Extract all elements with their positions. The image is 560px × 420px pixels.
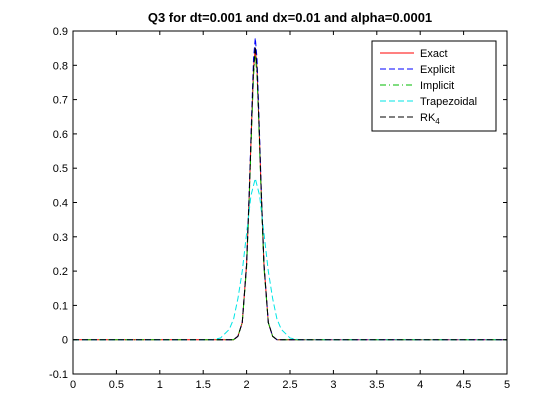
legend-label-trapezoidal: Trapezoidal bbox=[420, 96, 477, 108]
y-tick-label: 0.2 bbox=[53, 266, 68, 278]
x-tick-label: 0.5 bbox=[109, 379, 124, 391]
x-tick-label: 1.5 bbox=[196, 379, 211, 391]
x-tick-label: 0 bbox=[70, 379, 76, 391]
y-tick-label: 0.8 bbox=[53, 60, 68, 72]
y-tick-label: -0.1 bbox=[49, 369, 68, 381]
legend-box bbox=[371, 40, 497, 132]
x-tick-label: 4.5 bbox=[456, 379, 471, 391]
chart-title: Q3 for dt=0.001 and dx=0.01 and alpha=0.… bbox=[148, 10, 432, 25]
y-tick-label: 0.6 bbox=[53, 129, 68, 141]
legend-label-rk4: RK4 bbox=[420, 112, 440, 126]
x-tick-label: 1 bbox=[157, 379, 163, 391]
series-line-rk4 bbox=[73, 46, 507, 341]
legend-label-exact: Exact bbox=[420, 48, 448, 60]
y-tick-label: 0 bbox=[62, 335, 68, 347]
y-tick-label: 0.3 bbox=[53, 232, 68, 244]
x-tick-label: 3.5 bbox=[369, 379, 384, 391]
legend: Exact Explicit Implicit Trapezoidal RK4 bbox=[371, 40, 497, 132]
x-tick-label: 3 bbox=[330, 379, 336, 391]
y-tick-label: 0.5 bbox=[53, 163, 68, 175]
y-tick-label: 0.1 bbox=[53, 300, 68, 312]
y-tick-label: 0.4 bbox=[53, 198, 68, 210]
x-tick-label: 4 bbox=[417, 379, 423, 391]
legend-label-explicit: Explicit bbox=[420, 64, 455, 76]
x-tick-label: 2 bbox=[244, 379, 250, 391]
y-tick-label: 0.7 bbox=[53, 95, 68, 107]
y-tick-label: 0.9 bbox=[53, 26, 68, 38]
x-tick-label: 5 bbox=[504, 379, 510, 391]
series-layer bbox=[73, 37, 507, 341]
x-tick-label: 2.5 bbox=[282, 379, 297, 391]
legend-label-implicit: Implicit bbox=[420, 80, 454, 92]
axes-layer: 0 0.5 1 1.5 2 2.5 3 3.5 4 4.5 5-0.100.10.20.30.40.… bbox=[49, 26, 510, 391]
